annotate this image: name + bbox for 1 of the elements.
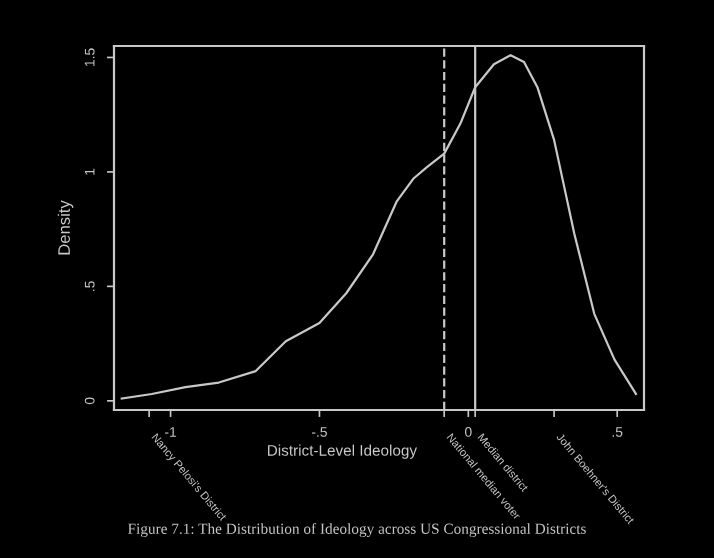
y-axis-title: Density xyxy=(57,200,74,255)
